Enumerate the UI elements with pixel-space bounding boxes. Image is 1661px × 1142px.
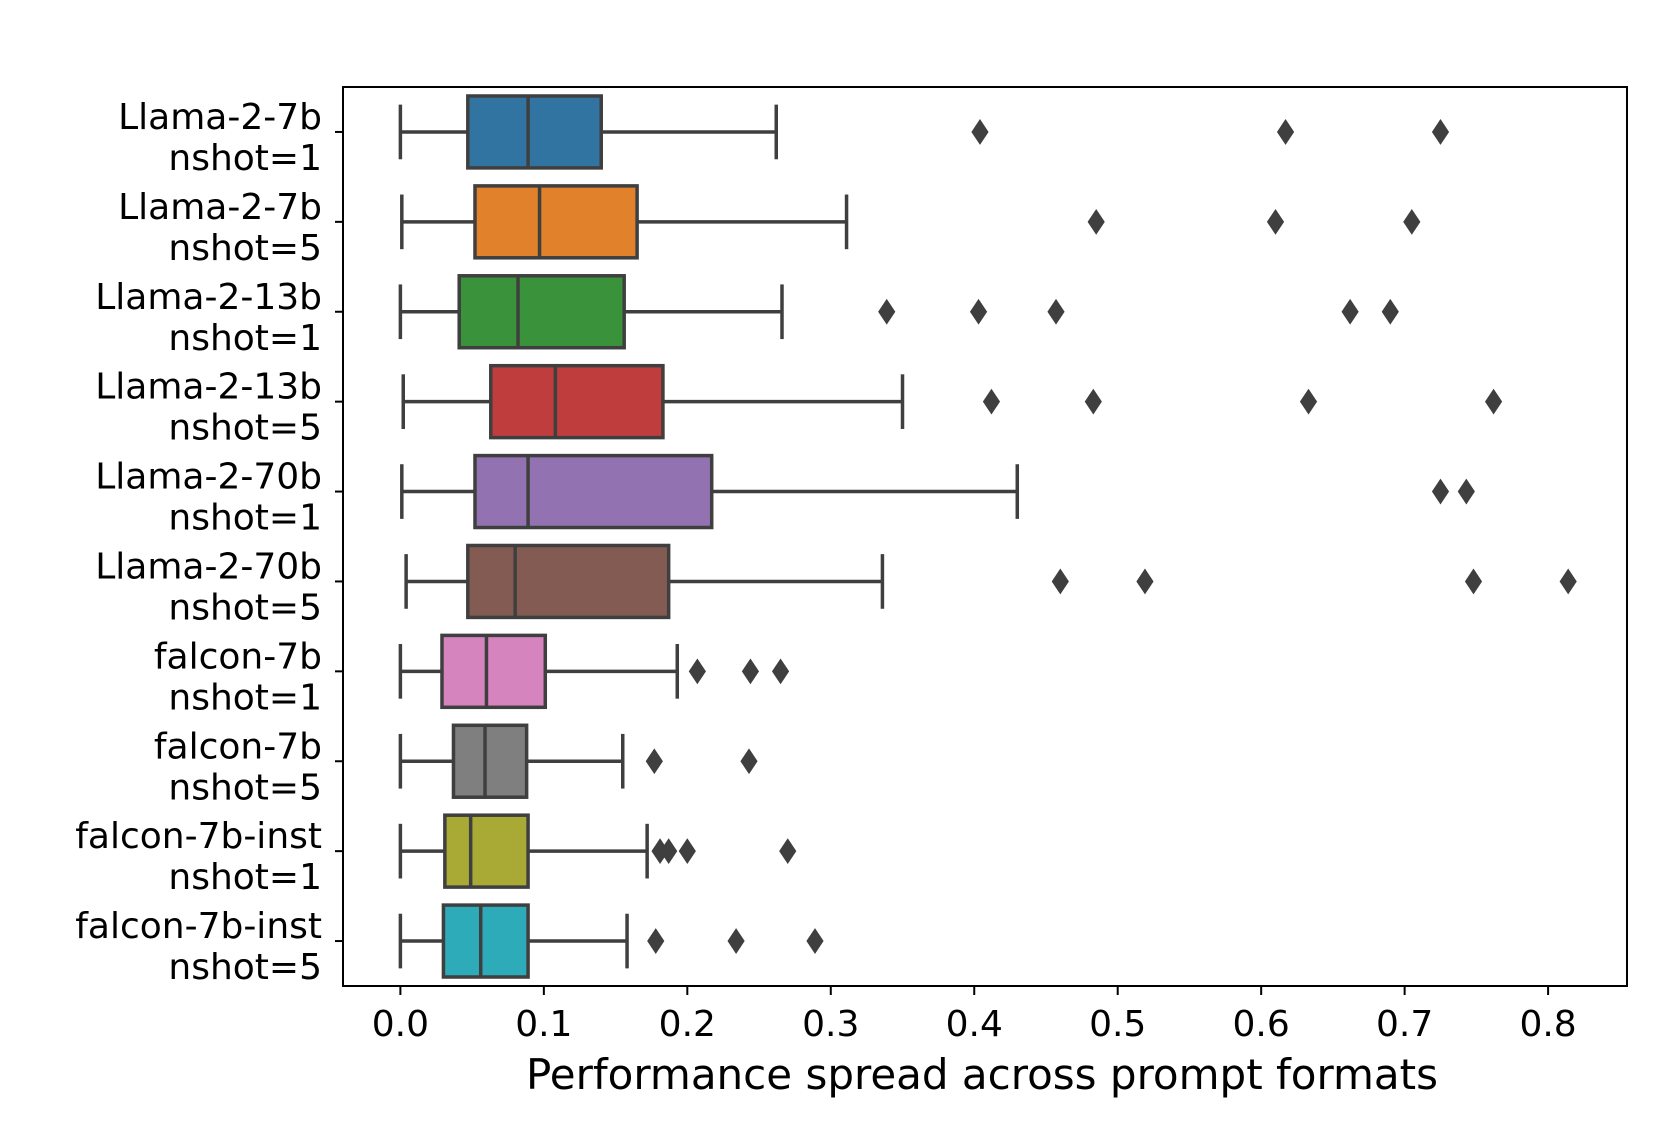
box	[466, 94, 603, 170]
box	[457, 274, 626, 350]
outlier-point	[741, 658, 760, 685]
outlier-point	[806, 928, 824, 954]
outlier-point	[1431, 478, 1450, 505]
outlier-point	[1051, 568, 1069, 595]
y-tick-label-nshot: nshot=1	[168, 498, 322, 539]
outlier-point	[969, 298, 988, 325]
outlier-point	[647, 928, 665, 954]
outlier-point	[660, 838, 678, 865]
box	[440, 633, 548, 710]
x-axis-label: Performance spread across prompt formats	[526, 1050, 1438, 1099]
y-tick-label-model: Llama-2-7b	[118, 187, 322, 228]
outlier-point	[1087, 208, 1105, 235]
box	[451, 723, 529, 799]
x-tick-label: 0.3	[802, 1004, 859, 1045]
outlier-point	[779, 838, 797, 865]
x-tick-label: 0.2	[659, 1004, 716, 1045]
y-tick-label-nshot: nshot=5	[168, 947, 322, 988]
outlier-point	[878, 298, 896, 325]
outlier-point	[1136, 568, 1154, 595]
y-tick-label-model: Llama-2-7b	[118, 97, 322, 138]
box	[473, 184, 639, 260]
outlier-point	[1084, 388, 1102, 415]
outlier-point	[740, 748, 758, 775]
outlier-point	[1457, 478, 1475, 505]
box	[473, 453, 714, 530]
outlier-point	[1341, 298, 1359, 325]
outlier-point	[771, 658, 790, 685]
y-tick-label-model: Llama-2-13b	[95, 367, 322, 408]
outlier-point	[1431, 119, 1450, 145]
box	[443, 813, 530, 889]
outlier-point	[1047, 298, 1065, 325]
y-tick-label-nshot: nshot=5	[168, 408, 322, 449]
box	[466, 543, 671, 620]
outlier-point	[1276, 119, 1295, 145]
y-tick-label-nshot: nshot=1	[168, 857, 322, 898]
x-tick-label: 0.0	[372, 1004, 429, 1045]
outlier-point	[727, 928, 745, 954]
y-tick-label-nshot: nshot=5	[168, 228, 322, 269]
y-tick-label-model: Llama-2-13b	[95, 277, 322, 318]
outlier-point	[1299, 388, 1318, 415]
y-tick-label-model: falcon-7b	[154, 726, 322, 767]
y-tick-label-model: falcon-7b-inst	[75, 816, 322, 857]
outlier-point	[1381, 298, 1399, 325]
box	[489, 363, 665, 440]
outlier-point	[1484, 388, 1503, 415]
x-tick-label: 0.8	[1519, 1004, 1576, 1045]
y-tick-label-model: Llama-2-70b	[95, 457, 322, 498]
y-tick-label-model: falcon-7b-inst	[75, 906, 322, 947]
outlier-point	[1559, 568, 1577, 595]
x-tick-label: 0.1	[515, 1004, 572, 1045]
y-tick-label-nshot: nshot=5	[168, 587, 322, 628]
box	[441, 903, 530, 979]
outlier-point	[1266, 208, 1285, 235]
outlier-point	[982, 388, 1001, 415]
outlier-point	[1403, 208, 1421, 235]
y-tick-label-nshot: nshot=5	[168, 767, 322, 808]
outlier-point	[971, 119, 989, 145]
y-tick-label-nshot: nshot=1	[168, 677, 322, 718]
outlier-point	[645, 748, 663, 775]
x-tick-label: 0.5	[1089, 1004, 1146, 1045]
outlier-point	[1464, 568, 1483, 595]
y-tick-label-nshot: nshot=1	[168, 138, 322, 179]
x-tick-label: 0.6	[1233, 1004, 1290, 1045]
y-tick-label-model: Llama-2-70b	[95, 546, 322, 587]
y-tick-label-nshot: nshot=1	[168, 318, 322, 359]
plot-frame	[342, 86, 1628, 987]
y-tick-label-model: falcon-7b	[154, 636, 322, 677]
outlier-point	[678, 838, 696, 865]
x-tick-label: 0.4	[946, 1004, 1003, 1045]
plot-layer: Llama-2-7bnshot=1Llama-2-7bnshot=5Llama-…	[75, 86, 1628, 1045]
outlier-point	[688, 658, 706, 685]
x-tick-label: 0.7	[1376, 1004, 1433, 1045]
